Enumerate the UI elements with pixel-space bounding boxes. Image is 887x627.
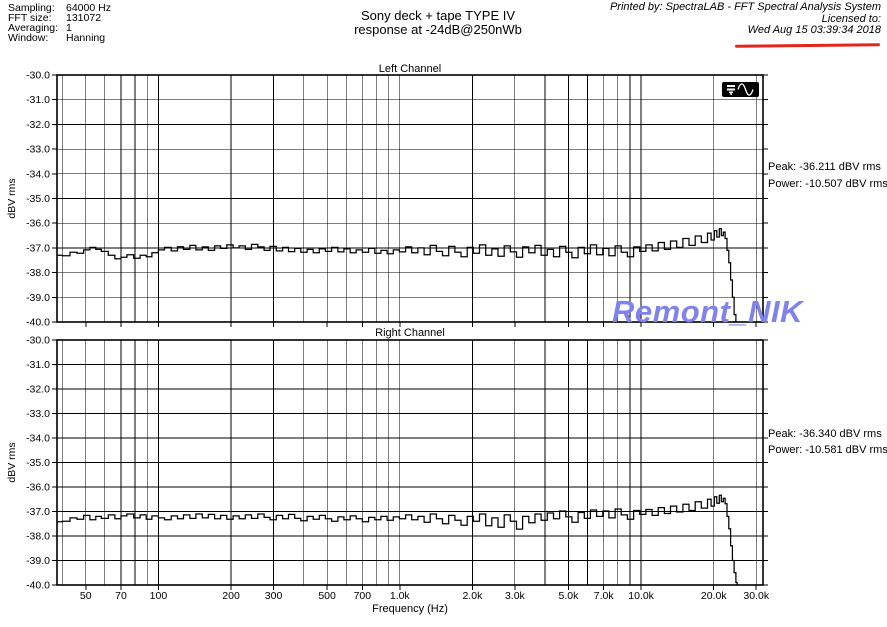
- setting-label: Sampling:: [8, 2, 55, 14]
- x-axis-label: Frequency (Hz): [372, 603, 448, 615]
- icon-bar: [727, 88, 735, 91]
- x-tick-label: 5.0k: [559, 590, 580, 602]
- y-tick-label: -30.0: [26, 335, 50, 347]
- print-date-text: Wed Aug 15 03:39:34 2018: [747, 24, 881, 36]
- y-axis-label: dBV rms: [6, 442, 18, 482]
- left-channel-plot: -30.0 -31.0 -32.0 -33.0 -34.0 -35.0 -36.0 -37.0…: [6, 63, 887, 329]
- x-tick-label: 700: [354, 590, 372, 602]
- y-tick-label: -32.0: [26, 384, 50, 396]
- y-tick-label: -39.0: [26, 555, 50, 567]
- left-channel-annotation: Power: -10.507 dBV rms: [768, 178, 887, 190]
- left-channel-grid: [57, 75, 763, 322]
- setting-label: FFT size:: [8, 12, 52, 24]
- right-channel-annotation: Power: -10.581 dBV rms: [768, 444, 887, 456]
- y-tick-label: -33.0: [26, 408, 50, 420]
- y-tick-label: -38.0: [26, 531, 50, 543]
- y-tick-label: -40.0: [26, 580, 50, 592]
- licensed-to-text: Licensed to:: [821, 12, 881, 25]
- y-tick-label: -35.0: [26, 193, 50, 205]
- report-title-line2: response at -24dB@250nWb: [354, 22, 522, 37]
- y-tick-label: -37.0: [26, 242, 50, 254]
- report-title-line1: Sony deck + tape TYPE IV: [360, 8, 516, 23]
- setting-row: Averaging: 1: [8, 22, 111, 34]
- x-tick-label: 3.0k: [505, 590, 526, 602]
- x-tick-label: 70: [115, 590, 127, 602]
- setting-value: 1: [66, 22, 72, 34]
- right-channel-title: Right Channel: [375, 327, 445, 339]
- y-tick-label: -36.0: [26, 482, 50, 494]
- y-tick-label: -36.0: [26, 218, 50, 230]
- setting-row: FFT size: 131072: [8, 12, 111, 24]
- y-tick-label: -39.0: [26, 292, 50, 304]
- left-channel-trace: [57, 227, 737, 322]
- printed-by-text: Printed by: SpectraLAB - FFT Spectral An…: [609, 1, 881, 13]
- y-tick-label: -34.0: [26, 168, 50, 180]
- setting-label: Window:: [8, 32, 49, 44]
- y-tick-label: -30.0: [26, 70, 50, 82]
- report-title: Sony deck + tape TYPE IV response at -24…: [288, 9, 588, 37]
- setting-row: Window: Hanning: [8, 32, 111, 44]
- x-tick-label: 100: [150, 590, 168, 602]
- watermark: Remont_NIK: [612, 294, 804, 329]
- y-tick-label: -32.0: [26, 119, 50, 131]
- setting-value: 131072: [66, 12, 102, 24]
- icon-stem: [730, 91, 732, 95]
- right-channel-ticks: [52, 339, 768, 590]
- input-source-icon: [727, 85, 735, 95]
- right-channel-trace: [57, 494, 738, 585]
- y-tick-label: -31.0: [26, 359, 50, 371]
- x-tick-label: 1.0k: [390, 590, 411, 602]
- x-tick-label: 10.0k: [628, 590, 654, 602]
- x-tick-label: 200: [222, 590, 240, 602]
- right-channel-plot: -30.0 -31.0 -32.0 -33.0 -34.0 -35.0 -36.0 -37.0…: [6, 327, 887, 615]
- y-tick-label: -33.0: [26, 144, 50, 156]
- x-tick-label: 50: [80, 590, 92, 602]
- x-tick-label: 30.0k: [743, 590, 769, 602]
- x-tick-label: 300: [265, 590, 283, 602]
- setting-value: Hanning: [66, 32, 106, 44]
- y-tick-label: -34.0: [26, 433, 50, 445]
- analysis-settings: Sampling: 64000 Hz FFT size: 131072 Aver…: [8, 2, 111, 44]
- left-channel-ticks: [52, 74, 768, 327]
- x-tick-label: 500: [318, 590, 336, 602]
- y-tick-label: -38.0: [26, 267, 50, 279]
- icon-bar: [727, 85, 735, 87]
- sine-wave-icon: [737, 83, 754, 96]
- overlay-badge: [722, 82, 759, 97]
- left-channel-annotation: Peak: -36.211 dBV rms: [768, 161, 881, 173]
- y-tick-label: -35.0: [26, 457, 50, 469]
- y-axis-label: dBV rms: [6, 178, 18, 218]
- left-channel-title: Left Channel: [379, 63, 441, 75]
- right-channel-grid: [57, 340, 763, 585]
- setting-label: Averaging:: [8, 22, 59, 34]
- print-info: Printed by: SpectraLAB - FFT Spectral An…: [609, 1, 881, 37]
- x-tick-label: 2.0k: [462, 590, 483, 602]
- setting-value: 64000 Hz: [66, 2, 111, 14]
- y-tick-label: -40.0: [26, 317, 50, 329]
- y-tick-label: -31.0: [26, 94, 50, 106]
- y-tick-label: -37.0: [26, 506, 50, 518]
- x-tick-label: 20.0k: [701, 590, 727, 602]
- right-channel-annotation: Peak: -36.340 dBV rms: [768, 428, 882, 440]
- setting-row: Sampling: 64000 Hz: [8, 2, 111, 14]
- x-tick-label: 7.0k: [594, 590, 615, 602]
